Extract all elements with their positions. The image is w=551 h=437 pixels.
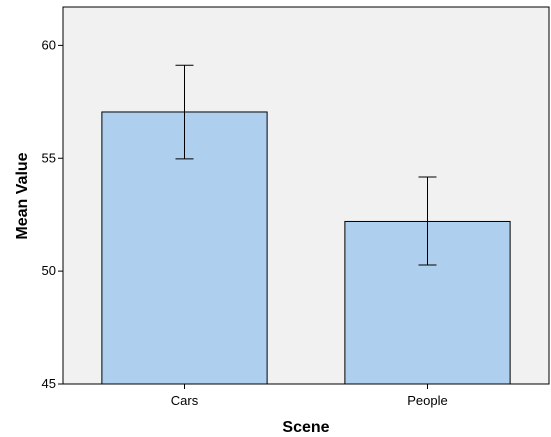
error-bars-group bbox=[175, 64, 437, 266]
y-tick-label-60: 60 bbox=[42, 37, 56, 52]
y-tick-label-50: 50 bbox=[42, 263, 56, 278]
x-axis: Cars People bbox=[171, 384, 448, 408]
x-axis-title: Scene bbox=[282, 419, 329, 436]
y-tick-label-55: 55 bbox=[42, 150, 56, 165]
x-tick-label-people: People bbox=[407, 393, 447, 408]
y-axis-title: Mean Value bbox=[14, 152, 31, 239]
y-tick-label-45: 45 bbox=[42, 376, 56, 391]
x-tick-label-cars: Cars bbox=[171, 393, 199, 408]
y-axis: 45 50 55 60 bbox=[42, 37, 63, 391]
